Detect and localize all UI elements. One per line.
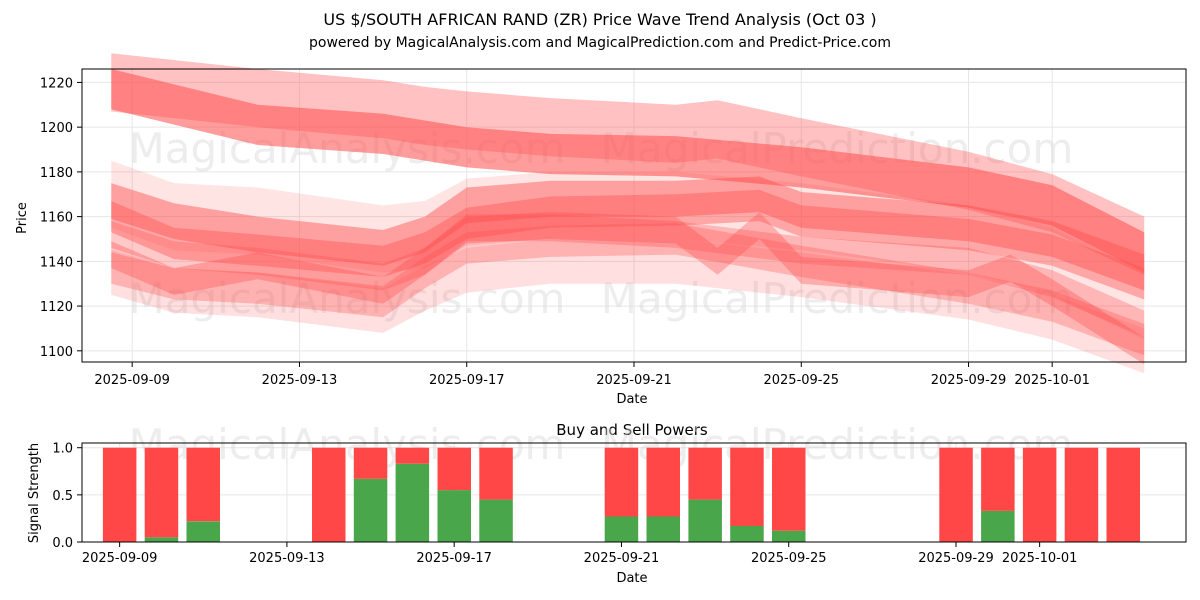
price-x-tick-2025-10-01: 2025-10-01 <box>1014 373 1090 388</box>
signal-bars <box>102 447 1140 542</box>
buy-bar-2025-09-16 <box>395 463 430 542</box>
price-band-upper-core <box>111 69 1145 273</box>
sell-bar-2025-10-02 <box>1064 447 1099 542</box>
buy-bar-2025-09-18 <box>479 499 513 542</box>
price-band-faint-low <box>111 239 1145 374</box>
price-y-tick-1200: 1200 <box>40 121 73 136</box>
price-grid <box>82 69 1186 362</box>
price-wave-plot: MagicalAnalysis.com MagicalPrediction.co… <box>15 53 1187 407</box>
sell-bar-2025-09-18 <box>479 447 513 500</box>
sell-bar-2025-09-30 <box>981 447 1015 511</box>
buy-bar-2025-09-24 <box>730 526 764 542</box>
watermark-prediction-mid: MagicalPrediction.com <box>601 274 1074 323</box>
price-x-tick-2025-09-17: 2025-09-17 <box>429 373 505 388</box>
price-y-ticks: 1100 1120 1140 1160 1180 1200 1220 <box>40 76 82 360</box>
sell-bar-2025-09-25 <box>772 447 806 531</box>
signal-x-tick-2025-10-01: 2025-10-01 <box>1002 551 1078 566</box>
buy-bar-2025-09-17 <box>437 490 471 542</box>
price-x-tick-2025-09-29: 2025-09-29 <box>931 373 1007 388</box>
signal-y-tick-0-0: 0.0 <box>52 536 73 551</box>
sell-bar-2025-09-16 <box>395 447 430 464</box>
signal-y-ticks: 0.0 0.5 1.0 <box>52 442 82 551</box>
price-band-low-b <box>111 223 1145 356</box>
price-band-mid-a <box>111 176 1145 291</box>
sell-bar-2025-09-24 <box>730 447 764 526</box>
price-x-ticks: 2025-09-09 2025-09-13 2025-09-17 2025-09-21… <box>94 362 1090 388</box>
watermark-analysis-mid: MagicalAnalysis.com <box>129 274 566 323</box>
price-y-tick-1120: 1120 <box>40 300 73 315</box>
price-y-tick-1220: 1220 <box>40 76 73 91</box>
buy-bar-2025-09-21 <box>604 516 639 542</box>
buy-bar-2025-09-25 <box>772 530 806 542</box>
buy-bar-2025-09-10 <box>144 537 179 542</box>
signal-x-label: Date <box>616 571 647 586</box>
price-x-tick-2025-09-21: 2025-09-21 <box>596 373 672 388</box>
signal-chart-title: Buy and Sell Powers <box>556 421 708 439</box>
price-x-tick-2025-09-25: 2025-09-25 <box>763 373 839 388</box>
sell-bar-2025-10-03 <box>1106 447 1140 542</box>
signal-y-tick-1-0: 1.0 <box>52 442 73 457</box>
price-x-label: Date <box>616 392 647 407</box>
price-band-upper-wide <box>111 53 1145 275</box>
signal-y-label: Signal Strength <box>27 443 42 543</box>
sell-bar-2025-10-01 <box>1022 447 1057 542</box>
price-band-faint-wide <box>111 160 1145 340</box>
buy-bar-2025-09-11 <box>186 521 220 542</box>
signal-x-tick-2025-09-21: 2025-09-21 <box>584 551 660 566</box>
signal-x-tick-2025-09-09: 2025-09-09 <box>82 551 158 566</box>
signal-x-tick-2025-09-17: 2025-09-17 <box>416 551 492 566</box>
sell-bar-2025-09-10 <box>144 447 179 538</box>
chart-subtitle: powered by MagicalAnalysis.com and Magic… <box>309 35 891 51</box>
price-x-tick-2025-09-13: 2025-09-13 <box>262 373 338 388</box>
signal-x-tick-2025-09-13: 2025-09-13 <box>249 551 325 566</box>
buy-bar-2025-09-23 <box>688 499 722 542</box>
sell-bar-2025-09-15 <box>353 447 388 479</box>
sell-bar-2025-09-17 <box>437 447 471 491</box>
price-y-tick-1180: 1180 <box>40 166 73 181</box>
signal-plot: MagicalAnalysis.com MagicalPrediction.co… <box>27 420 1187 586</box>
signal-y-tick-0-5: 0.5 <box>52 489 73 504</box>
price-band-low-c <box>111 214 1145 338</box>
sell-bar-2025-09-14 <box>312 447 346 542</box>
price-bands <box>111 53 1145 374</box>
sell-bar-2025-09-21 <box>604 447 639 517</box>
buy-bar-2025-09-15 <box>353 478 388 542</box>
price-band-mid-b <box>111 189 1145 300</box>
chart-title: US $/SOUTH AFRICAN RAND (ZR) Price Wave … <box>323 10 876 29</box>
signal-x-ticks: 2025-09-09 2025-09-13 2025-09-17 2025-09-21… <box>82 542 1078 566</box>
price-x-tick-2025-09-09: 2025-09-09 <box>94 373 170 388</box>
sell-bar-2025-09-09 <box>102 447 137 542</box>
price-y-label: Price <box>15 202 30 234</box>
buy-bar-2025-09-22 <box>646 516 680 542</box>
sell-bar-2025-09-11 <box>186 447 220 522</box>
signal-plot-frame <box>81 442 1187 543</box>
sell-bar-2025-09-29 <box>939 447 973 542</box>
price-y-tick-1100: 1100 <box>40 345 73 360</box>
buy-bar-2025-09-30 <box>981 510 1015 542</box>
price-band-low-a <box>111 212 1145 365</box>
sell-bar-2025-09-22 <box>646 447 680 517</box>
sell-bar-2025-09-23 <box>688 447 722 500</box>
signal-x-tick-2025-09-25: 2025-09-25 <box>751 551 827 566</box>
price-y-tick-1160: 1160 <box>40 211 73 226</box>
signal-x-tick-2025-09-29: 2025-09-29 <box>918 551 994 566</box>
price-y-tick-1140: 1140 <box>40 255 73 270</box>
